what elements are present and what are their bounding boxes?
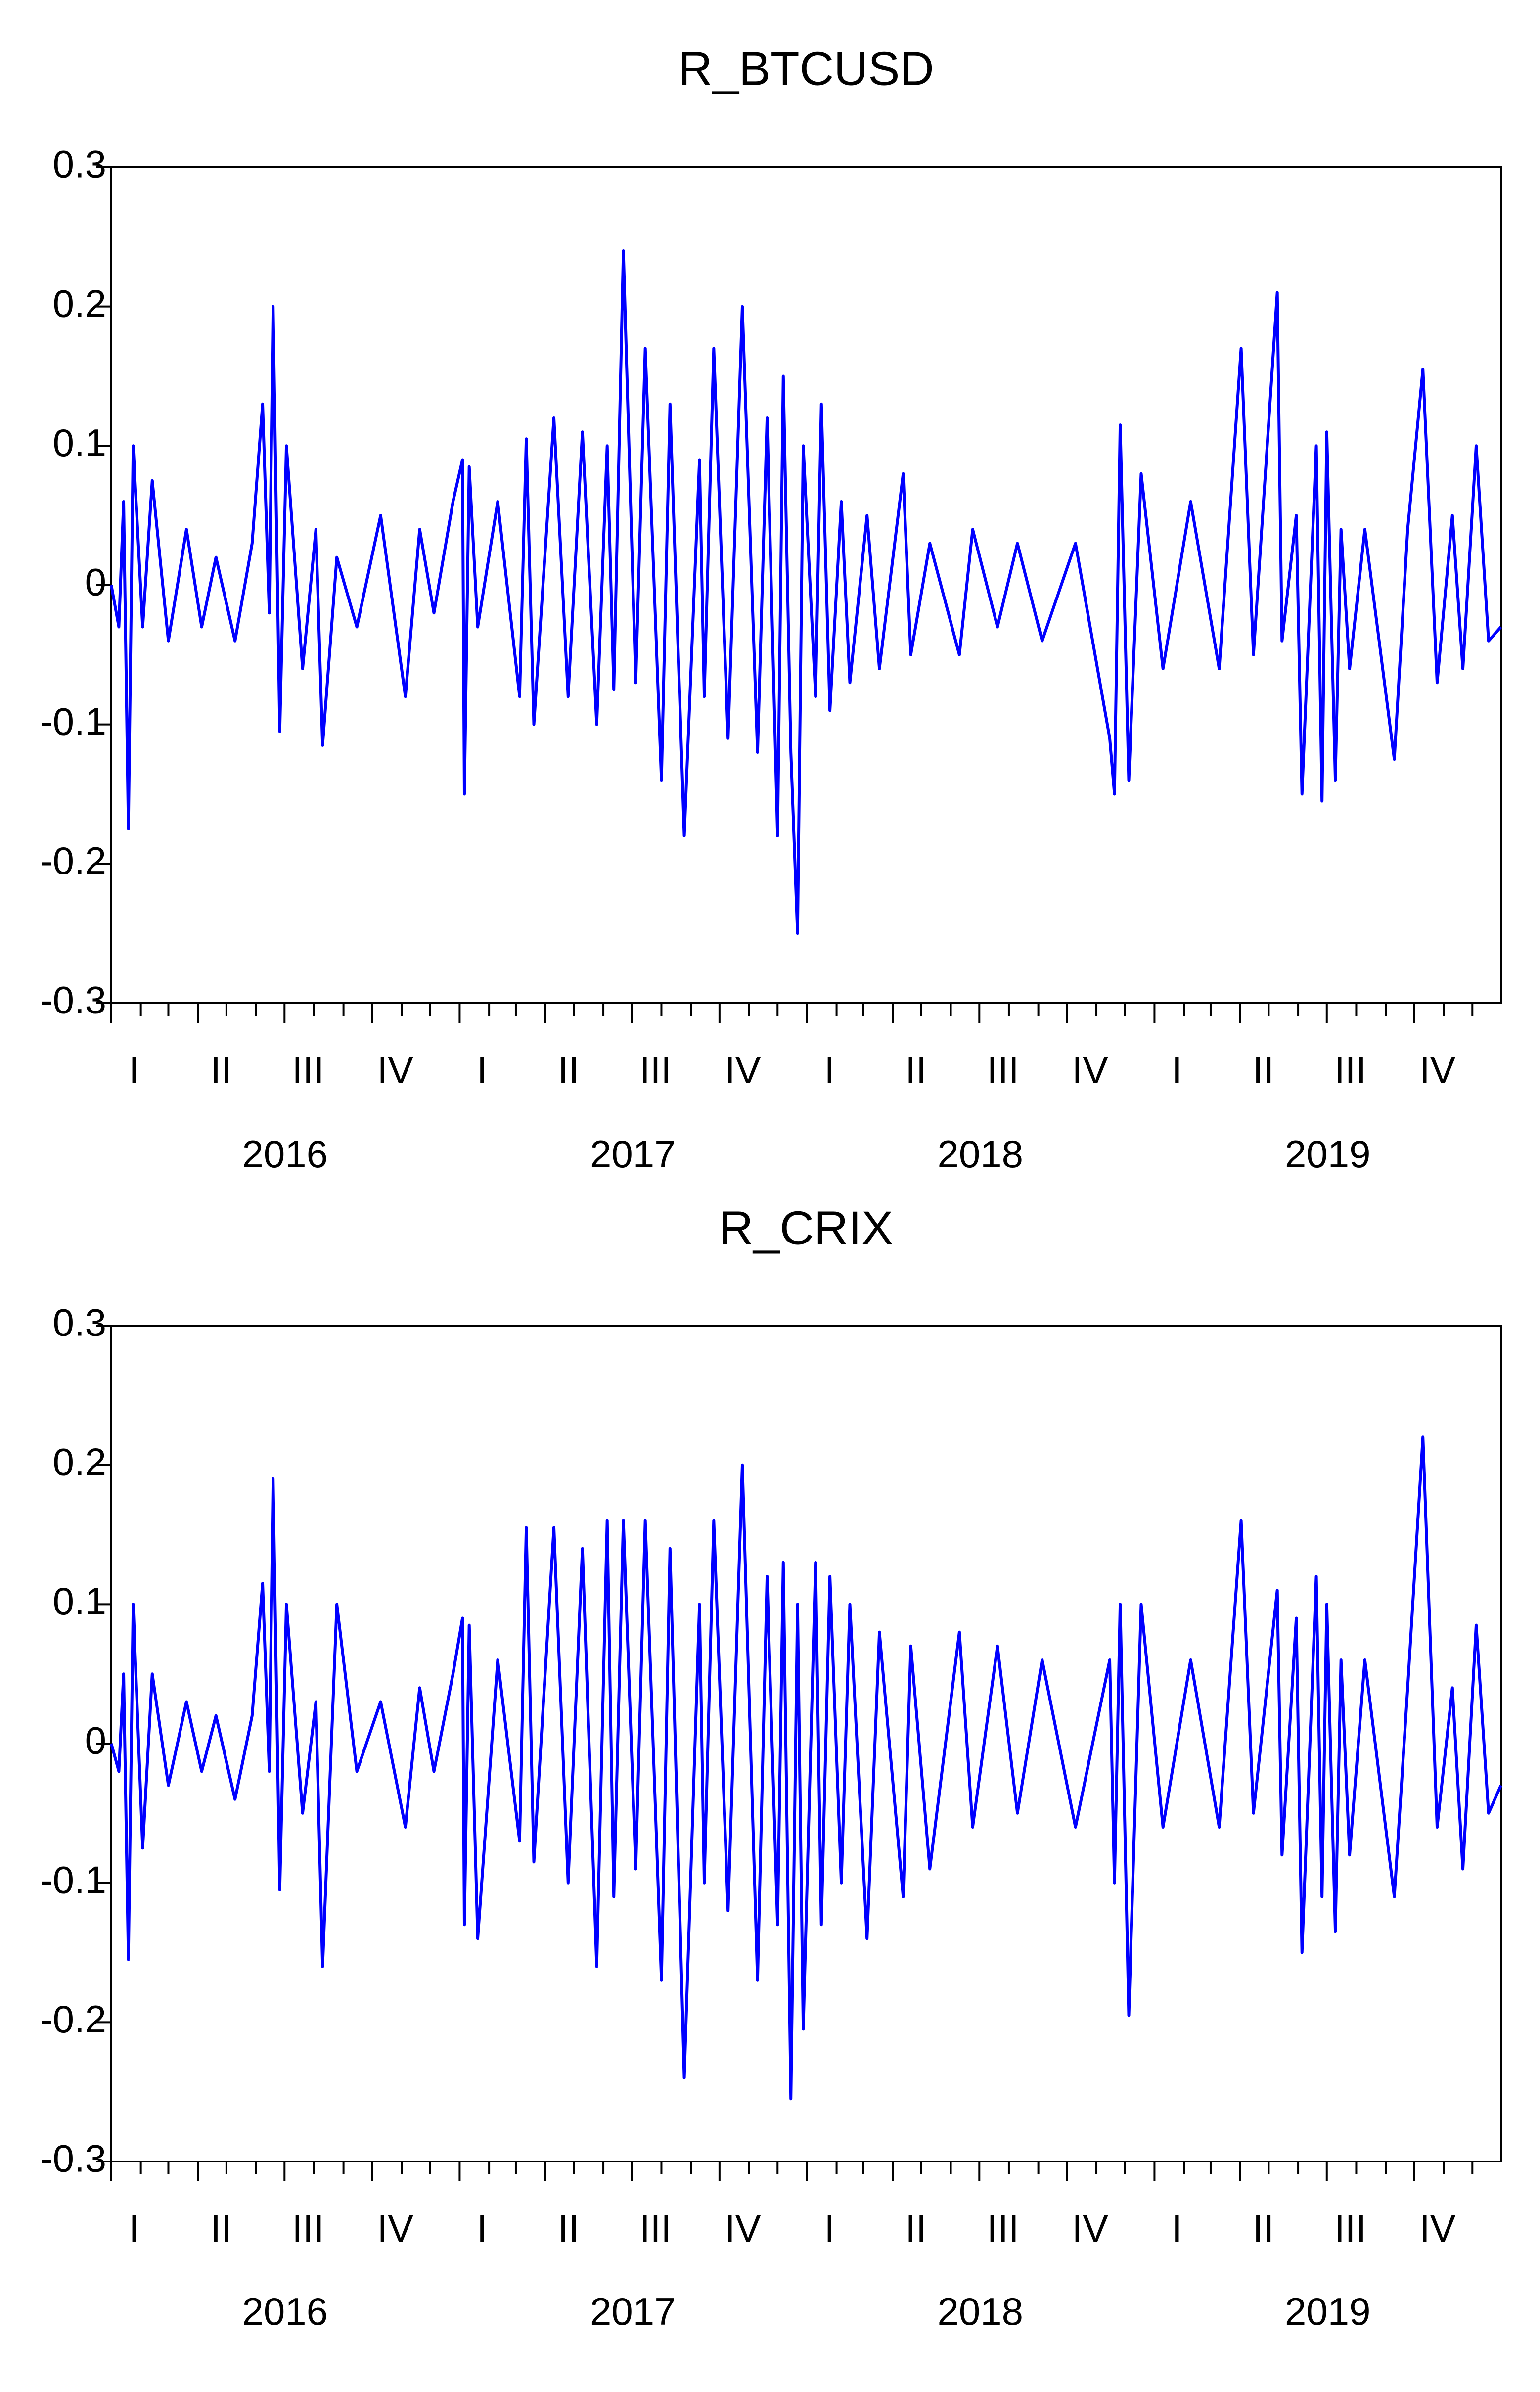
x-quarter-label: I	[129, 1048, 139, 1092]
y-tick-label: 0.3	[53, 142, 106, 186]
x-quarter-label: I	[477, 1048, 488, 1092]
x-quarter-label: III	[987, 2207, 1019, 2250]
chart-title: R_BTCUSD	[678, 42, 934, 95]
y-tick-label: -0.3	[40, 2137, 106, 2180]
y-tick-label: -0.1	[40, 699, 106, 743]
y-tick-label: 0.2	[53, 1440, 106, 1483]
x-quarter-label: III	[987, 1048, 1019, 1092]
x-quarter-label: II	[210, 2207, 231, 2250]
y-tick-label: 0	[85, 1719, 106, 1762]
y-tick-label: 0.2	[53, 281, 106, 325]
y-tick-label: 0.1	[53, 1579, 106, 1623]
x-quarter-label: I	[1172, 1048, 1182, 1092]
x-year-label: 2019	[1285, 2290, 1371, 2333]
x-quarter-label: IV	[725, 2207, 761, 2250]
x-quarter-label: III	[292, 1048, 324, 1092]
y-tick-label: -0.2	[40, 839, 106, 882]
y-tick-label: -0.2	[40, 1997, 106, 2041]
x-quarter-label: II	[1253, 2207, 1274, 2250]
x-year-label: 2018	[937, 2290, 1023, 2333]
x-quarter-label: III	[1334, 2207, 1366, 2250]
x-quarter-label: I	[477, 2207, 488, 2250]
y-tick-label: 0	[85, 560, 106, 604]
x-quarter-label: II	[905, 1048, 926, 1092]
x-year-label: 2017	[590, 2290, 676, 2333]
plot-frame	[110, 1325, 1502, 2162]
x-year-label: 2018	[937, 1132, 1023, 1176]
y-tick-label: 0.1	[53, 421, 106, 464]
x-quarter-label: III	[292, 2207, 324, 2250]
x-quarter-label: II	[905, 2207, 926, 2250]
x-quarter-label: III	[1334, 1048, 1366, 1092]
series-line	[110, 249, 1502, 935]
x-year-label: 2017	[590, 1132, 676, 1176]
y-tick-label: -0.1	[40, 1858, 106, 1901]
x-quarter-label: III	[639, 1048, 672, 1092]
x-quarter-label: IV	[1072, 1048, 1108, 1092]
x-quarter-label: IV	[377, 1048, 413, 1092]
x-quarter-label: IV	[725, 1048, 761, 1092]
series-line	[110, 1435, 1502, 2101]
x-quarter-label: IV	[1419, 1048, 1456, 1092]
x-quarter-label: I	[824, 2207, 835, 2250]
x-quarter-label: II	[1253, 1048, 1274, 1092]
x-quarter-label: I	[1172, 2207, 1182, 2250]
x-quarter-label: IV	[377, 2207, 413, 2250]
y-tick-label: 0.3	[53, 1301, 106, 1344]
x-quarter-label: II	[558, 1048, 579, 1092]
x-year-label: 2016	[242, 1132, 328, 1176]
x-quarter-label: II	[558, 2207, 579, 2250]
x-quarter-label: II	[210, 1048, 231, 1092]
plot-frame	[110, 166, 1502, 1004]
x-quarter-label: IV	[1072, 2207, 1108, 2250]
x-quarter-label: I	[824, 1048, 835, 1092]
x-quarter-label: I	[129, 2207, 139, 2250]
x-quarter-label: IV	[1419, 2207, 1456, 2250]
x-year-label: 2019	[1285, 1132, 1371, 1176]
y-tick-label: -0.3	[40, 978, 106, 1022]
x-year-label: 2016	[242, 2290, 328, 2333]
chart-title: R_CRIX	[719, 1201, 893, 1254]
x-quarter-label: III	[639, 2207, 672, 2250]
